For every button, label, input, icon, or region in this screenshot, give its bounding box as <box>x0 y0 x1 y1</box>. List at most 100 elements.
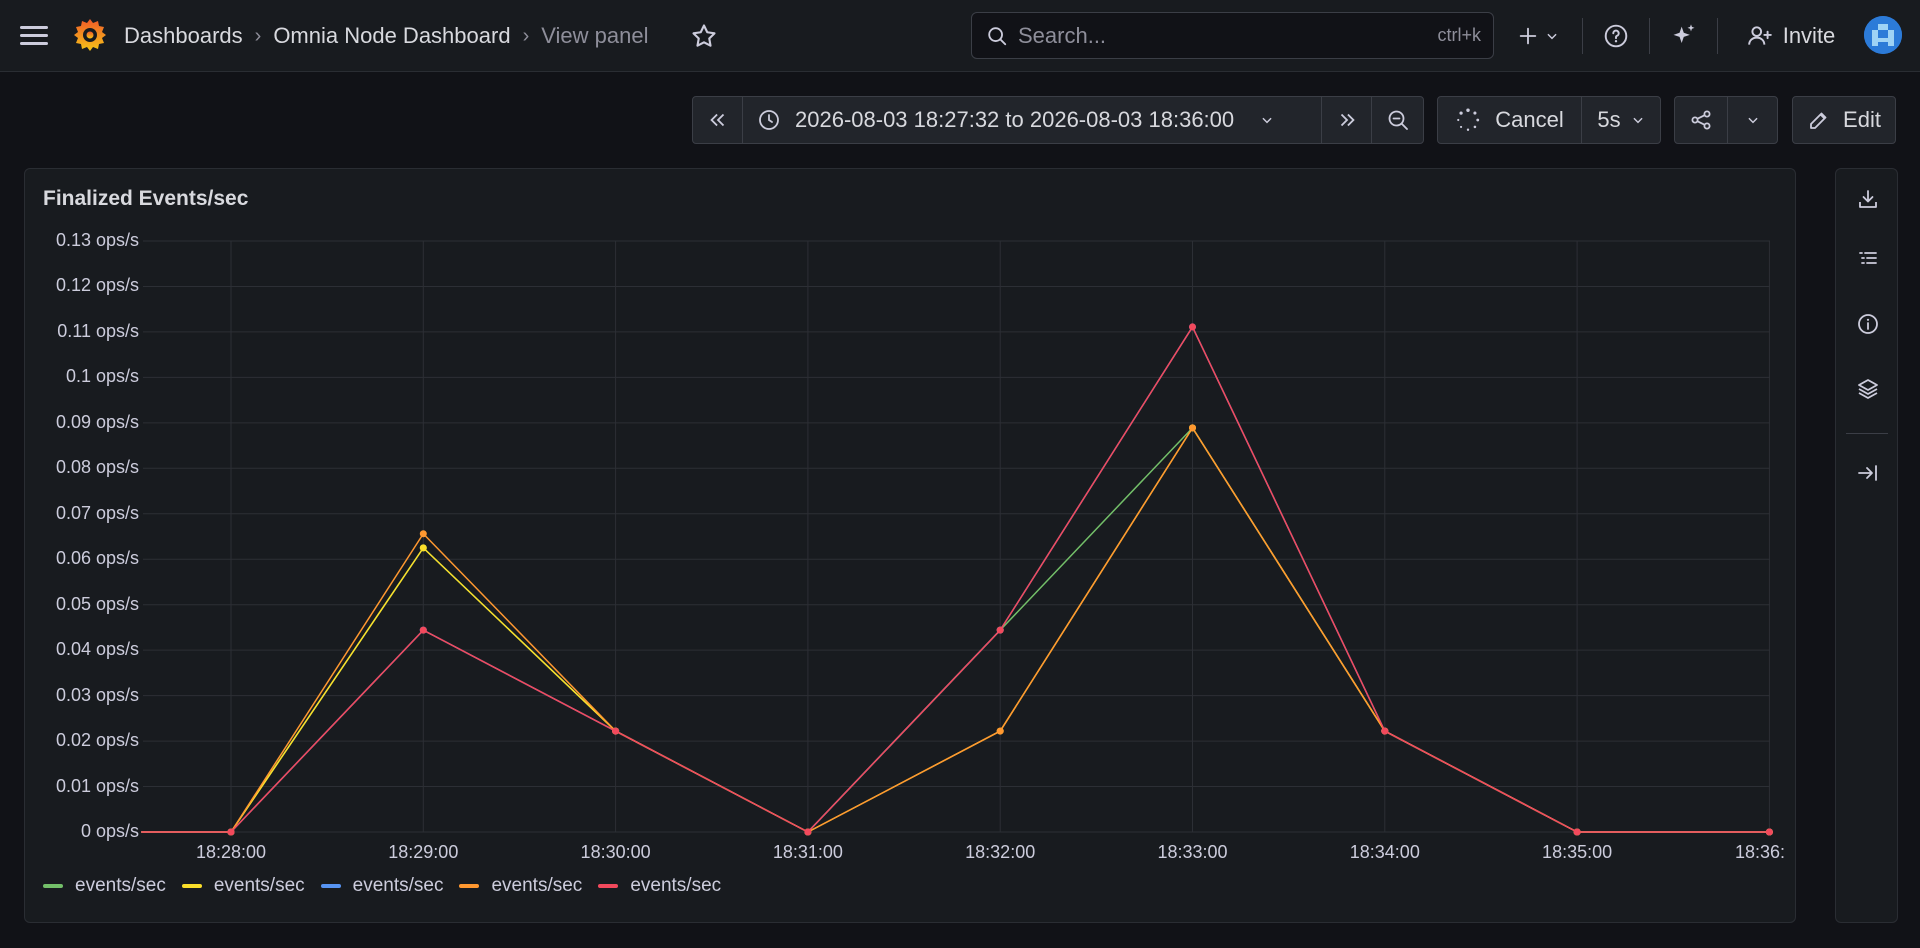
x-tick-label: 18:33:00 <box>1157 842 1228 862</box>
user-plus-icon <box>1747 26 1772 45</box>
x-axis: 18:28:00 18:29:00 18:30:00 18:31:00 18:32:00… <box>25 169 1797 869</box>
y-tick-label: 0.03 ops/s <box>55 684 139 705</box>
spinner-icon <box>1457 108 1480 131</box>
chevron-down-icon <box>1633 117 1643 124</box>
x-tick-label: 18:29:00 <box>388 842 459 862</box>
pencil-icon <box>1810 112 1827 129</box>
refresh-interval-label: 5s <box>1597 107 1621 132</box>
invite-label: Invite <box>1782 23 1836 48</box>
y-tick-label: 0.05 ops/s <box>55 593 139 614</box>
time-series-chart[interactable] <box>25 169 1797 869</box>
search-placeholder: Search... <box>1018 22 1107 48</box>
y-tick-label: 0.06 ops/s <box>55 548 139 569</box>
y-tick-label: 0.11 ops/s <box>57 320 139 341</box>
divider <box>1717 18 1718 54</box>
chevrons-left-icon <box>709 113 724 127</box>
divider <box>1582 18 1583 54</box>
data-point <box>1381 727 1389 735</box>
download-icon[interactable] <box>1856 187 1880 211</box>
series-line <box>141 427 1770 833</box>
legend-label: events/sec <box>630 875 722 896</box>
data-point <box>1765 828 1773 836</box>
y-tick-label: 0 ops/s <box>80 821 139 841</box>
x-tick-label: 18:30:00 <box>580 842 651 862</box>
add-new-button[interactable] <box>1512 18 1564 54</box>
legend-label: events/sec <box>213 875 305 896</box>
series-line <box>141 427 1770 833</box>
data-point <box>1189 424 1196 432</box>
chevron-down-icon <box>1747 117 1758 124</box>
time-range-picker[interactable]: 2026-08-03 18:27:32 to 2026-08-03 18:36:… <box>742 96 1322 144</box>
legend-swatch <box>320 884 341 888</box>
search-shortcut: ctrl+k <box>1437 25 1481 45</box>
legend-swatch <box>181 884 202 888</box>
y-tick-label: 0.09 ops/s <box>55 411 139 432</box>
data-point <box>612 727 620 735</box>
menu-icon[interactable] <box>18 22 50 50</box>
collapse-right-icon[interactable] <box>1856 461 1880 485</box>
chevrons-right-icon <box>1340 113 1355 127</box>
help-button[interactable] <box>1600 18 1632 54</box>
breadcrumb-dashboard[interactable]: Omnia Node Dashboard <box>273 23 511 48</box>
legend-swatch <box>459 884 480 888</box>
data-point <box>419 530 427 538</box>
panel-title[interactable]: Finalized Events/sec <box>43 187 249 210</box>
y-tick-label: 0.08 ops/s <box>55 457 139 478</box>
x-tick-label: 18:34:00 <box>1349 842 1420 862</box>
data-point <box>1573 828 1581 836</box>
breadcrumb-separator-icon: › <box>254 24 262 47</box>
divider <box>1649 18 1650 54</box>
avatar[interactable] <box>1864 16 1902 54</box>
edit-button[interactable]: Edit <box>1792 96 1896 144</box>
time-shift-forward-button[interactable] <box>1321 96 1372 144</box>
y-tick-label: 0.07 ops/s <box>55 502 139 523</box>
series-line <box>141 427 1770 833</box>
divider <box>1846 433 1888 434</box>
grafana-logo-icon[interactable] <box>72 17 108 53</box>
avatar-image <box>1864 16 1902 54</box>
data-point <box>419 544 427 552</box>
assistant-button[interactable] <box>1668 18 1700 54</box>
top-navbar: Dashboards › Omnia Node Dashboard › View… <box>0 0 1920 72</box>
invite-button[interactable]: Invite <box>1736 18 1846 54</box>
plus-icon <box>1519 27 1537 45</box>
legend-item[interactable]: events/sec <box>459 875 582 897</box>
data-point <box>1189 323 1196 331</box>
info-icon[interactable] <box>1856 312 1880 336</box>
x-tick-label: 18:35:00 <box>1542 842 1613 862</box>
y-tick-label: 0.1 ops/s <box>65 366 139 387</box>
y-tick-label: 0.13 ops/s <box>55 230 139 250</box>
layers-icon[interactable] <box>1856 377 1880 401</box>
panel-side-toolbar <box>1835 168 1898 923</box>
star-icon[interactable] <box>690 22 718 50</box>
legend-item[interactable]: events/sec <box>181 875 305 897</box>
share-button[interactable] <box>1674 96 1728 144</box>
x-tick-label: 18:36: <box>1734 842 1786 862</box>
legend-label: events/sec <box>352 875 444 896</box>
legend-item[interactable]: events/sec <box>320 875 444 897</box>
legend: events/sec events/sec events/sec events/sec… <box>43 875 737 897</box>
share-options-button[interactable] <box>1727 96 1778 144</box>
data-point <box>804 828 812 836</box>
refresh-interval-picker[interactable]: 5s <box>1581 96 1661 144</box>
cancel-refresh-button[interactable]: Cancel <box>1437 96 1582 144</box>
share-icon <box>1691 110 1711 130</box>
breadcrumb-dashboards[interactable]: Dashboards <box>124 23 243 48</box>
data-point <box>996 727 1004 735</box>
panel: Finalized Events/sec 0.13 ops/s 0.12 ops/… <box>24 168 1796 923</box>
zoom-out-icon <box>1388 110 1408 130</box>
zoom-out-button[interactable] <box>1371 96 1424 144</box>
x-tick-label: 18:28:00 <box>195 842 267 862</box>
chevron-down-icon <box>1262 117 1272 124</box>
x-tick-label: 18:32:00 <box>965 842 1036 862</box>
legend-item[interactable]: events/sec <box>43 875 166 897</box>
y-tick-label: 0.04 ops/s <box>55 639 139 660</box>
legend-swatch <box>43 884 63 888</box>
time-shift-back-button[interactable] <box>692 96 743 144</box>
legend-item[interactable]: events/sec <box>598 875 721 897</box>
y-axis: 0.13 ops/s 0.12 ops/s 0.11 ops/s 0.1 ops/s 0… <box>25 169 139 849</box>
list-icon[interactable] <box>1856 247 1880 271</box>
y-tick-label: 0.12 ops/s <box>55 275 139 296</box>
search-input[interactable]: Search... ctrl+k <box>971 12 1494 59</box>
legend-label: events/sec <box>75 875 166 896</box>
